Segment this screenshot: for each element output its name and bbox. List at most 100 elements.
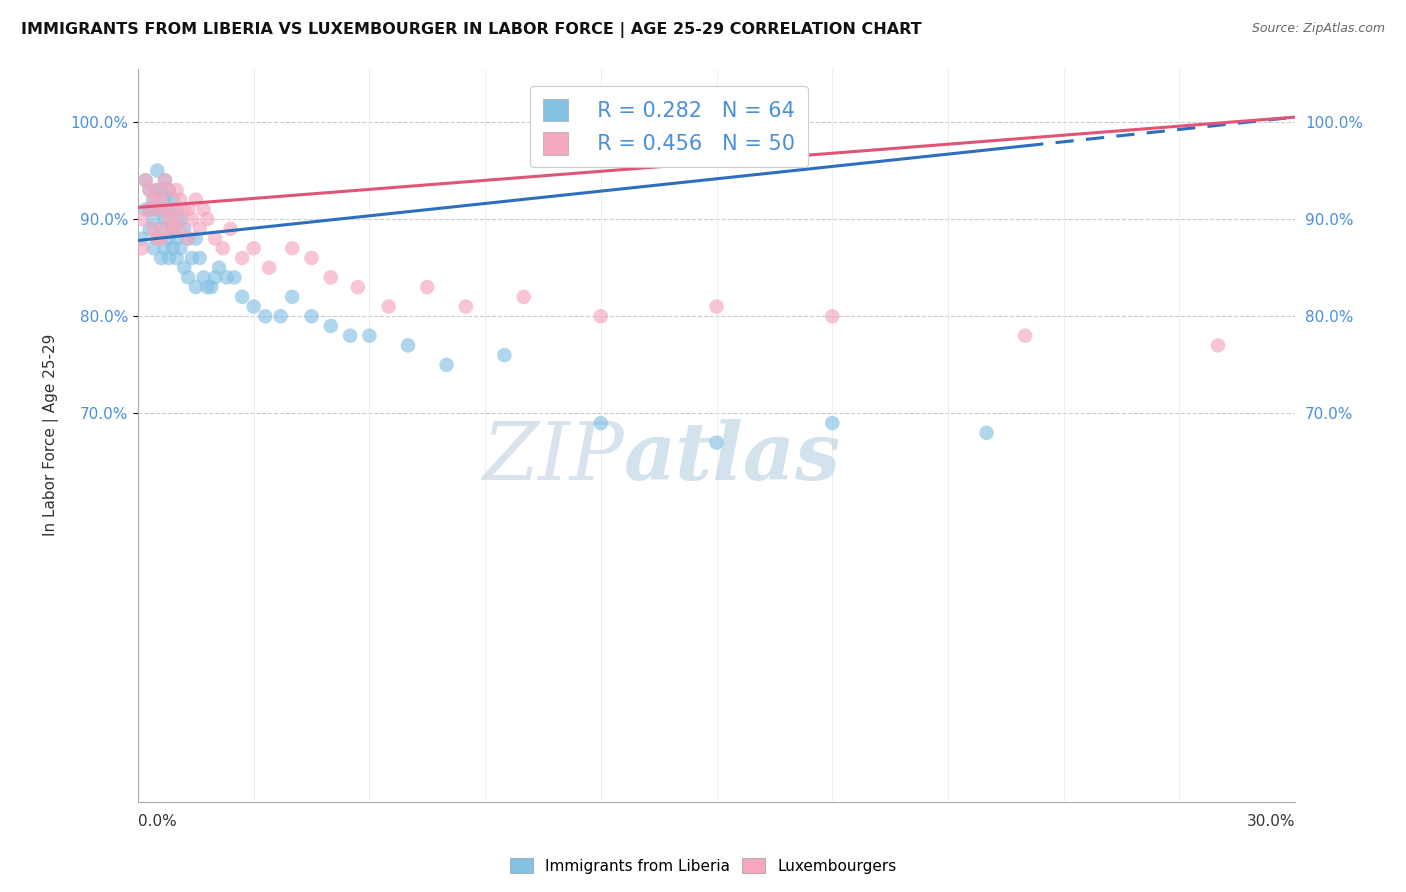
Point [173,222,195,236]
Text: IMMIGRANTS FROM LIBERIA VS LUXEMBOURGER IN LABOR FORCE | AGE 25-29 CORRELATION C: IMMIGRANTS FROM LIBERIA VS LUXEMBOURGER … [21,22,922,38]
Point [153,193,176,207]
Point [184,193,207,207]
Point [706,435,728,450]
Point [396,338,419,352]
Point [146,202,169,217]
Point [150,222,173,236]
Text: ZIP: ZIP [482,418,624,496]
Point [157,231,180,245]
Point [153,212,176,227]
Point [231,251,253,265]
Point [242,241,264,255]
Point [150,193,173,207]
Point [177,270,200,285]
Point [166,231,188,245]
Point [242,300,264,314]
Point [184,280,207,294]
Point [184,231,207,245]
Point [142,193,165,207]
Point [138,202,160,217]
Point [150,251,173,265]
Point [281,290,304,304]
Point [162,222,184,236]
Point [131,241,153,255]
Point [976,425,998,440]
Point [270,310,292,324]
Point [173,260,195,275]
Point [162,202,184,217]
Point [166,212,188,227]
Point [339,328,361,343]
Point [146,183,169,197]
Point [346,280,368,294]
Point [150,183,173,197]
Point [231,290,253,304]
Point [177,202,200,217]
Point [1014,328,1036,343]
Point [512,290,534,304]
Point [204,270,226,285]
Point [821,416,844,430]
Point [131,231,153,245]
Point [211,241,233,255]
Point [153,173,176,187]
Point [169,212,191,227]
Point [181,251,204,265]
Point [157,202,180,217]
Point [821,310,844,324]
Point [436,358,458,372]
Point [319,318,342,333]
Point [135,202,157,217]
Legend:   R = 0.282   N = 64,   R = 0.456   N = 50: R = 0.282 N = 64, R = 0.456 N = 50 [530,87,808,167]
Point [169,241,191,255]
Point [153,202,176,217]
Point [208,260,231,275]
Point [169,222,191,236]
Point [215,270,238,285]
Text: Source: ZipAtlas.com: Source: ZipAtlas.com [1251,22,1385,36]
Point [138,202,160,217]
Point [188,251,211,265]
Text: 30.0%: 30.0% [1247,814,1295,829]
Point [257,260,280,275]
Point [193,270,215,285]
Point [162,241,184,255]
Point [254,310,277,324]
Point [301,251,323,265]
Point [162,193,184,207]
Point [146,202,169,217]
Text: atlas: atlas [624,418,841,496]
Point [177,231,200,245]
Point [173,202,195,217]
Legend: Immigrants from Liberia, Luxembourgers: Immigrants from Liberia, Luxembourgers [503,852,903,880]
Point [157,212,180,227]
Point [142,193,165,207]
Point [157,251,180,265]
Point [169,193,191,207]
Point [589,310,612,324]
Point [162,222,184,236]
Point [188,222,211,236]
Point [146,163,169,178]
Point [150,202,173,217]
Point [301,310,323,324]
Point [142,241,165,255]
Point [1206,338,1229,352]
Point [138,183,160,197]
Point [146,231,169,245]
Point [153,241,176,255]
Point [589,416,612,430]
Point [135,173,157,187]
Point [706,300,728,314]
Point [494,348,516,362]
Point [197,212,219,227]
Y-axis label: In Labor Force | Age 25-29: In Labor Force | Age 25-29 [44,334,59,536]
Point [142,212,165,227]
Point [150,231,173,245]
Point [131,212,153,227]
Point [166,202,188,217]
Point [181,212,204,227]
Point [146,231,169,245]
Point [157,183,180,197]
Point [193,202,215,217]
